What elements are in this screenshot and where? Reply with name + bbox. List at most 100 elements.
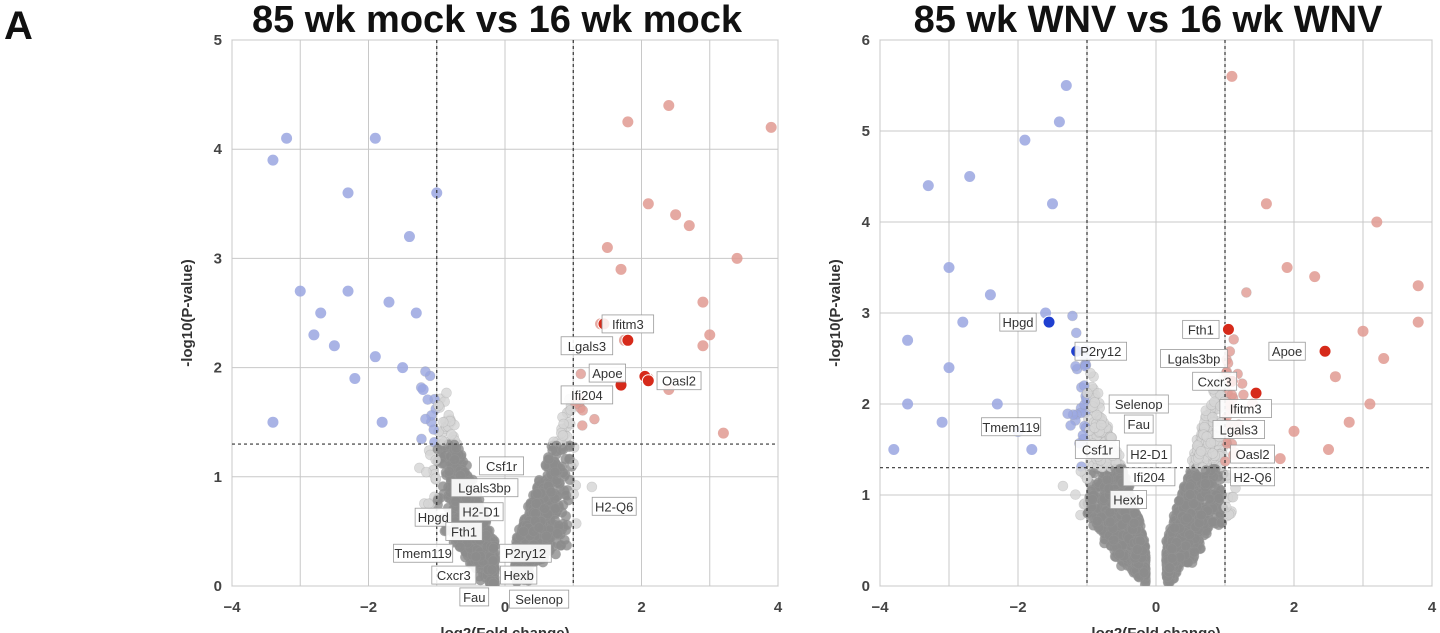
background-point [422,394,433,405]
up-regulated-point [601,241,613,253]
gene-label-text: Fth1 [451,524,477,539]
up-regulated-point [1357,325,1369,337]
background-point [1095,419,1107,431]
gene-label-box [393,543,454,563]
gene-label: Cxcr3 [431,565,477,585]
x-tick-label: −2 [1009,599,1026,616]
background-point [1067,310,1078,322]
gene-label-text: Lgals3 [568,339,606,354]
down-regulated-point [417,383,429,395]
highlighted-gene-point [1318,344,1332,358]
gene-label: Lgals3bp [1160,349,1228,368]
y-tick-label: 1 [214,469,222,486]
y-tick-label: 5 [214,32,222,49]
gene-label-text: Hexb [503,568,533,583]
gene-label: Hexb [500,565,538,585]
background-point [543,453,555,465]
gene-label: Selenop [509,589,570,609]
gene-label-text: Apoe [592,366,622,381]
down-regulated-point [964,171,976,182]
gene-label: Ifitm3 [1219,399,1272,418]
highlighted-gene-point [1221,322,1235,336]
down-regulated-point [383,296,395,308]
background-point [541,530,552,542]
gene-label-text: P2ry12 [1080,344,1121,359]
gene-label: Hexb [1109,490,1147,509]
gene-label-text: P2ry12 [505,546,546,561]
x-axis-label: log2(Fold change) [1091,625,1220,633]
background-point [449,454,460,465]
background-point [557,444,569,455]
background-point [533,522,545,533]
up-regulated-point [1274,453,1286,465]
down-regulated-point [315,307,327,319]
gene-label-text: Ifitm3 [612,317,644,332]
gene-label: Apoe [588,363,626,383]
up-regulated-point [1371,216,1383,228]
gene-label-box [500,565,538,585]
gene-label: P2ry12 [499,543,552,563]
background-point [1200,465,1212,476]
background-point [1088,467,1100,479]
down-regulated-point [943,362,955,374]
y-tick-label: 2 [214,360,222,377]
background-point [564,474,576,486]
background-point [432,494,444,506]
background-point [1070,489,1081,500]
gene-label-box [1074,341,1127,361]
up-regulated-point [1323,444,1334,455]
up-regulated-point [1309,271,1321,283]
gene-label: Oasl2 [1230,444,1275,464]
gene-label: Hpgd [999,312,1037,332]
background-point [1189,546,1200,558]
gene-label: Oasl2 [656,371,702,391]
gene-label-box [1122,467,1176,487]
background-point [1207,448,1219,459]
background-point [1087,494,1098,505]
background-point [1091,409,1103,421]
background-point [1200,478,1211,489]
gene-label-box [588,363,626,383]
background-point [420,366,431,377]
y-tick-label: 0 [214,578,222,595]
down-regulated-point [294,285,306,297]
background-point [1169,522,1180,534]
background-point [1121,513,1132,524]
down-regulated-point [403,231,415,243]
gene-label: Cxcr3 [1192,371,1238,391]
background-point [1203,493,1215,505]
gene-label-text: Fau [1128,417,1150,432]
background-point [1205,437,1217,449]
background-point [565,404,577,416]
gene-label-text: H2-D1 [462,505,500,520]
background-point [446,429,457,440]
background-point [589,413,600,425]
background-point [1236,378,1248,389]
background-point [1227,491,1239,503]
up-regulated-point [670,209,682,221]
gene-label: Selenop [1108,394,1169,414]
background-point [1184,489,1196,500]
down-regulated-point [281,132,293,144]
x-tick-label: −2 [360,599,377,616]
down-regulated-point [991,398,1003,410]
background-point [530,498,542,509]
gene-label-box [1219,399,1272,418]
y-tick-label: 3 [214,250,222,267]
highlighted-gene-point [1249,386,1263,400]
gene-label-text: Cxcr3 [1198,374,1232,389]
up-regulated-point [704,329,716,341]
gene-label: Fau [459,587,490,607]
gene-label-text: Tmem119 [394,546,452,561]
gene-label: Apoe [1268,341,1306,361]
gene-label-text: Fth1 [1188,322,1214,337]
down-regulated-point [369,132,381,144]
gene-label-text: Ifitm3 [1230,402,1262,417]
y-tick-label: 4 [862,214,871,231]
up-regulated-point [1343,416,1355,428]
up-regulated-point [1329,371,1341,383]
gene-label: H2-D1 [458,502,504,522]
background-point [550,503,561,515]
background-point [1092,387,1104,399]
x-tick-label: −4 [871,599,889,616]
